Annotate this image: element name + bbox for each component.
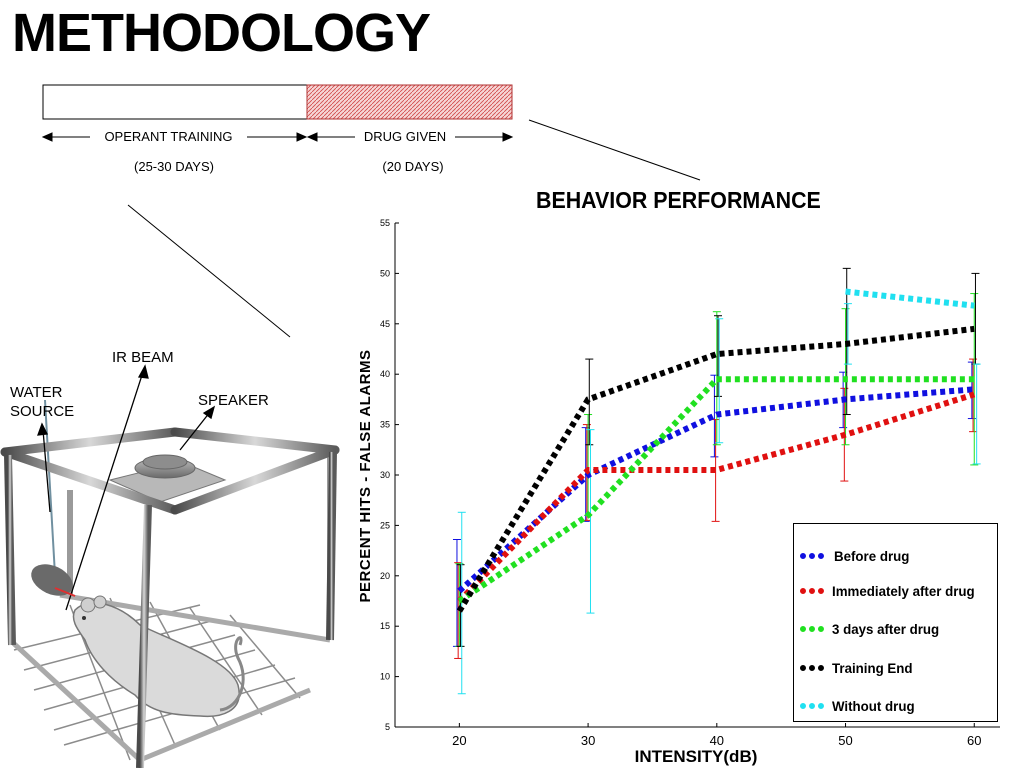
y-tick-label: 45 (380, 319, 390, 329)
legend-label: Training End (832, 660, 913, 676)
speaker-arrow (179, 405, 216, 451)
water-source-arrow (37, 422, 51, 513)
y-tick-label: 15 (380, 621, 390, 631)
legend-label: Before drug (834, 548, 910, 564)
legend-item-training-end: Training End (794, 658, 997, 682)
ir-beam-label: IR BEAM (112, 349, 174, 366)
y-tick-label: 10 (380, 672, 390, 682)
training-duration-arrow (41, 132, 308, 142)
x-tick-label: 60 (967, 733, 981, 748)
cage-posts (4, 451, 337, 768)
x-axis-label: INTENSITY(dB) (635, 747, 758, 766)
legend-label: Immediately after drug (832, 583, 975, 599)
y-tick-label: 40 (380, 369, 390, 379)
connector-line-chart (528, 119, 701, 181)
speaker-label: SPEAKER (198, 392, 269, 409)
series-line-4 (845, 288, 975, 309)
chart-title: BEHAVIOR PERFORMANCE (536, 187, 821, 213)
x-tick-label: 50 (838, 733, 852, 748)
y-axis-label: PERCENT HITS - FALSE ALARMS (357, 350, 374, 603)
y-tick-label: 20 (380, 571, 390, 581)
y-tick-label: 30 (380, 470, 390, 480)
water-source-icon (44, 399, 56, 576)
y-tick-label: 5 (385, 722, 390, 732)
series-line-0 (457, 386, 975, 594)
legend-label: 3 days after drug (832, 621, 940, 637)
x-tick-label: 30 (581, 733, 595, 748)
series-line-2 (457, 376, 975, 604)
legend-swatch (800, 665, 824, 671)
legend-swatch (800, 626, 824, 632)
page-title: METHODOLOGY (12, 3, 431, 63)
legend-label: Without drug (832, 698, 915, 714)
legend-item-3-days-after-drug: 3 days after drug (794, 619, 997, 643)
legend-item-immediately-after-drug: Immediately after drug (794, 581, 997, 605)
chart-legend: Before drug Immediately after drug 3 day… (793, 523, 998, 722)
y-tick-label: 55 (380, 218, 390, 228)
x-tick-label: 40 (710, 733, 724, 748)
drug-phase-bar (306, 84, 513, 120)
training-phase-bar (42, 84, 308, 120)
series-line-1 (457, 391, 976, 604)
drug-phase-duration: (20 DAYS) (382, 159, 444, 174)
y-tick-label: 25 (380, 520, 390, 530)
water-bottle-icon (31, 564, 73, 596)
ir-beam-icon (54, 587, 76, 597)
legend-item-without-drug: Without drug (794, 696, 997, 720)
drug-phase-label: DRUG GIVEN (363, 129, 447, 144)
legend-swatch (800, 588, 824, 594)
legend-swatch (800, 703, 824, 709)
training-phase-duration: (25-30 DAYS) (134, 159, 214, 174)
x-tick-label: 20 (452, 733, 466, 748)
training-phase-label: OPERANT TRAINING (104, 129, 233, 144)
series-line-3 (456, 325, 975, 613)
ir-beam-arrow (65, 364, 149, 611)
y-tick-label: 35 (380, 420, 390, 430)
legend-swatch (800, 553, 824, 559)
rat-cage-illustration (0, 364, 340, 768)
rat-icon (72, 595, 245, 718)
water-source-label: WATER SOURCE (10, 384, 75, 420)
speaker-icon (108, 454, 227, 503)
legend-item-before-drug: Before drug (794, 546, 997, 570)
drug-duration-arrow (306, 132, 514, 142)
cage-top-frame (0, 427, 340, 515)
connector-line-cage (127, 204, 291, 338)
y-tick-label: 50 (380, 268, 390, 278)
